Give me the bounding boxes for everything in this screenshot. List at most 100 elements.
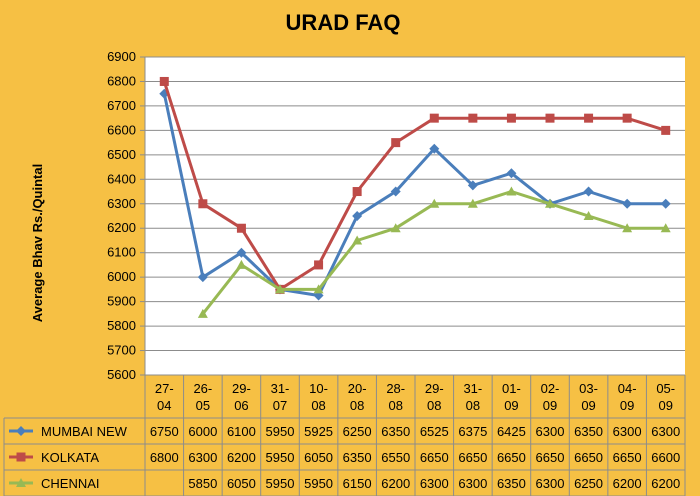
- data-cell-mumbai-new: 6300: [613, 424, 642, 439]
- data-cell-kolkata: 6800: [150, 450, 179, 465]
- marker-chennai: [545, 198, 555, 208]
- data-cell-chennai: 6200: [651, 476, 680, 491]
- y-tick-label: 5900: [107, 294, 136, 309]
- y-tick-label: 6700: [107, 98, 136, 113]
- data-cell-mumbai-new: 6300: [536, 424, 565, 439]
- marker-mumbai-new: [352, 211, 363, 221]
- series-line-kolkata: [162, 81, 667, 291]
- marker-chennai: [390, 223, 401, 233]
- marker-kolkata: [468, 113, 478, 123]
- data-cell-kolkata: 6650: [574, 450, 603, 465]
- data-cell-chennai: 6150: [343, 476, 372, 491]
- data-cell-kolkata: 6550: [381, 450, 410, 465]
- marker-chennai: [313, 284, 324, 294]
- y-tick-label: 6500: [107, 147, 136, 162]
- data-cell-kolkata: 6350: [343, 450, 372, 465]
- y-tick-label: 5600: [107, 367, 136, 382]
- data-cell-chennai: 5850: [188, 476, 217, 491]
- marker-kolkata: [429, 113, 439, 123]
- data-cell-mumbai-new: 6425: [497, 424, 526, 439]
- data-cell-chennai: 6200: [613, 476, 642, 491]
- marker-kolkata: [236, 223, 246, 233]
- data-cell-chennai: 6250: [574, 476, 603, 491]
- x-tick-label: 10-08: [309, 381, 328, 413]
- legend-entry-chennai: CHENNAI: [41, 476, 100, 491]
- marker-chennai: [197, 308, 208, 318]
- y-tick-label: 6200: [107, 220, 136, 235]
- x-tick-label: 31-08: [463, 381, 482, 413]
- x-tick-label: 04-09: [618, 381, 637, 413]
- data-cell-chennai: 6300: [536, 476, 565, 491]
- x-tick-label: 27-04: [155, 381, 174, 413]
- marker-kolkata: [661, 125, 671, 135]
- marker-kolkata: [352, 187, 362, 197]
- data-cell-kolkata: 5950: [266, 450, 295, 465]
- x-tick-label: 02-09: [541, 381, 560, 413]
- marker-chennai: [275, 284, 285, 294]
- data-cell-kolkata: 6200: [227, 450, 256, 465]
- data-cell-chennai: 6050: [227, 476, 256, 491]
- marker-mumbai-new: [660, 198, 671, 209]
- legend-key-marker-mumbai-new: [16, 426, 26, 436]
- marker-kolkata: [391, 138, 401, 148]
- data-cell-kolkata: 6600: [651, 450, 680, 465]
- data-cell-mumbai-new: 6100: [227, 424, 256, 439]
- marker-chennai: [352, 235, 363, 245]
- data-cell-mumbai-new: 5925: [304, 424, 333, 439]
- data-cell-mumbai-new: 6375: [458, 424, 487, 439]
- marker-kolkata: [314, 260, 324, 270]
- y-tick-label: 6600: [107, 122, 136, 137]
- x-tick-label: 05-09: [656, 381, 675, 413]
- marker-mumbai-new: [429, 143, 440, 154]
- marker-kolkata: [584, 113, 594, 123]
- data-table: 27-04 26-05 29-06 31-07 10-08 20-08 28-08 29-08…: [3, 375, 686, 496]
- marker-chennai: [236, 259, 247, 269]
- marker-kolkata: [545, 113, 555, 123]
- x-tick-label: 20-08: [348, 381, 367, 413]
- data-cell-chennai: 6300: [458, 476, 487, 491]
- data-cell-mumbai-new: 6350: [381, 424, 410, 439]
- marker-mumbai-new: [390, 186, 401, 197]
- marker-chennai: [429, 198, 440, 208]
- marker-mumbai-new: [236, 247, 247, 258]
- data-cell-chennai: 5950: [266, 476, 295, 491]
- marker-chennai: [622, 223, 633, 233]
- y-tick-label: 5700: [107, 343, 136, 358]
- data-cell-mumbai-new: 6000: [188, 424, 217, 439]
- x-tick-label: 26-05: [193, 381, 212, 413]
- legend-key-marker-chennai: [16, 478, 26, 487]
- marker-chennai: [506, 186, 517, 196]
- data-cell-mumbai-new: 6750: [150, 424, 179, 439]
- marker-mumbai-new: [467, 180, 478, 191]
- data-cell-chennai: 6350: [497, 476, 526, 491]
- y-tick-label: 6300: [107, 196, 136, 211]
- data-cell-kolkata: 6650: [497, 450, 526, 465]
- data-cell-kolkata: 6050: [304, 450, 333, 465]
- x-tick-label: 31-07: [271, 381, 290, 413]
- data-cell-kolkata: 6650: [536, 450, 565, 465]
- legend-entry-kolkata: KOLKATA: [41, 450, 99, 465]
- data-cell-mumbai-new: 6525: [420, 424, 449, 439]
- y-tick-label: 5800: [107, 318, 136, 333]
- marker-mumbai-new: [197, 272, 208, 283]
- marker-kolkata: [198, 199, 208, 209]
- plot-area: 5600 5700 5800 5900 6000 6100 6200 6300 6400 6500…: [107, 49, 685, 382]
- series-line-mumbai-new: [162, 93, 666, 297]
- marker-mumbai-new: [622, 198, 633, 209]
- marker-kolkata: [159, 76, 169, 86]
- data-cell-kolkata: 6300: [188, 450, 217, 465]
- data-cell-chennai: 6300: [420, 476, 449, 491]
- y-tick-label: 6400: [107, 171, 136, 186]
- data-cell-mumbai-new: 6350: [574, 424, 603, 439]
- legend-key-marker-kolkata: [16, 452, 26, 462]
- marker-kolkata: [506, 113, 516, 123]
- data-cell-chennai: 5950: [304, 476, 333, 491]
- legend-entry-mumbai-new: MUMBAI NEW: [41, 424, 128, 439]
- y-tick-label: 6100: [107, 245, 136, 260]
- x-tick-label: 29-06: [232, 381, 251, 413]
- marker-mumbai-new: [506, 168, 517, 179]
- data-cell-chennai: 6200: [381, 476, 410, 491]
- x-tick-label: 29-08: [425, 381, 444, 413]
- x-tick-label: 28-08: [386, 381, 405, 413]
